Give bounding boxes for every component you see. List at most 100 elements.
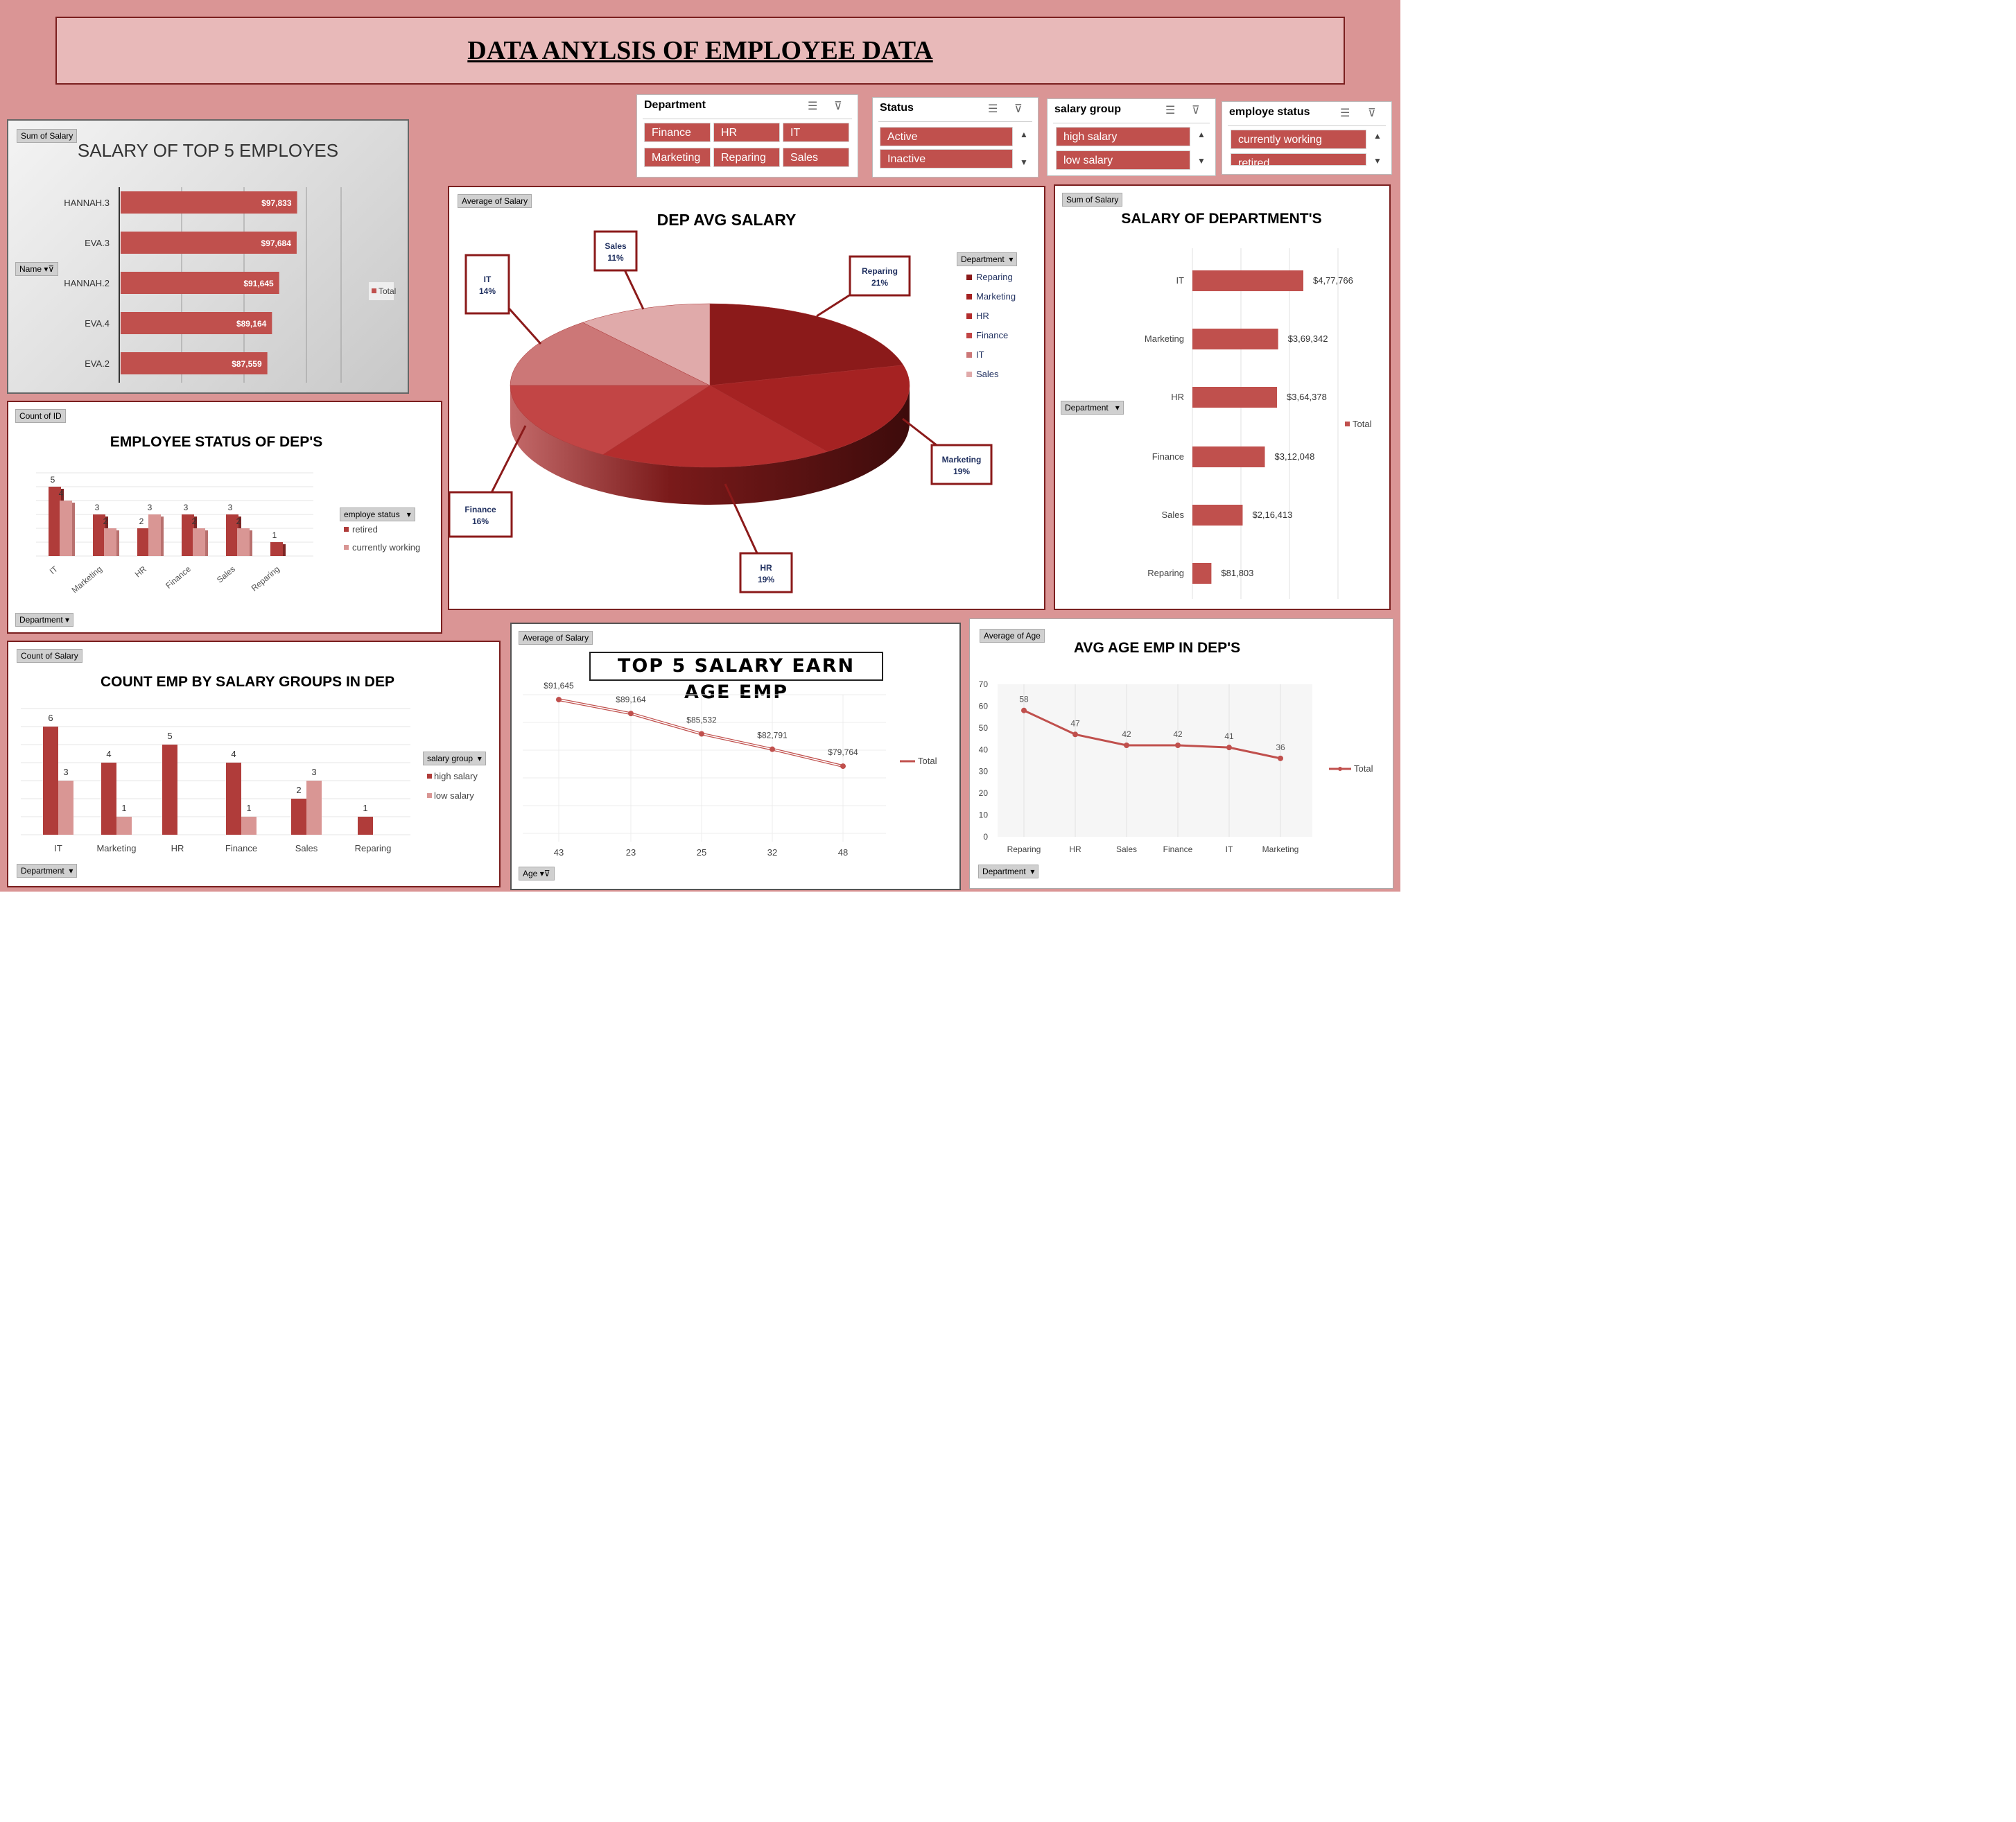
pie-slice-label: Reparing [862, 266, 898, 276]
dashboard-title: DATA ANYLSIS OF EMPLOYEE DATA [467, 36, 933, 65]
field-button-department[interactable]: Department ▾ [15, 613, 74, 627]
bar [1192, 563, 1212, 584]
bar-data-label: 3 [148, 503, 153, 512]
x-tick-label: Sales [1116, 844, 1137, 854]
bar [121, 191, 297, 214]
slicer-item-hr[interactable]: HR [713, 123, 780, 142]
slicer-item-it[interactable]: IT [783, 123, 849, 142]
bar-data-label: 1 [121, 803, 126, 813]
scroll-up-icon[interactable]: ▲ [1197, 130, 1206, 139]
field-button-employe-status[interactable]: employe status ▾ [340, 507, 415, 521]
data-point [1175, 743, 1181, 748]
divider [1228, 125, 1386, 126]
slicer-employe-status[interactable]: employe status ☰ ⊽ currently working ret… [1222, 101, 1392, 175]
x-tick-label: Reparing [1007, 844, 1041, 854]
legend-label: currently working [352, 542, 420, 553]
bar-data-label: 2 [296, 785, 301, 795]
slicer-item-sales[interactable]: Sales [783, 148, 849, 167]
y-tick-label: 60 [979, 701, 989, 711]
multi-select-icon[interactable]: ☰ [988, 103, 998, 115]
field-button-department[interactable]: Department ▾ [978, 865, 1039, 878]
legend-swatch [966, 313, 972, 319]
pie-slice-value: 19% [758, 575, 774, 584]
clear-filter-icon[interactable]: ⊽ [1368, 107, 1376, 119]
field-button-department[interactable]: Department ▾ [1061, 401, 1124, 415]
legend-label: low salary [434, 790, 474, 801]
x-tick-label: Sales [295, 843, 318, 853]
slicer-item-inactive[interactable]: Inactive [880, 149, 1013, 168]
field-button-average-of-salary[interactable]: Average of Salary [458, 194, 532, 208]
pie-slice-value: 16% [472, 517, 489, 526]
scroll-down-icon[interactable]: ▼ [1373, 156, 1382, 166]
scroll-up-icon[interactable]: ▲ [1373, 131, 1382, 141]
field-button-department[interactable]: Department ▾ [17, 864, 78, 878]
bar-side [161, 517, 164, 556]
slicer-item-low-salary[interactable]: low salary [1056, 150, 1190, 170]
field-button-average-of-age[interactable]: Average of Age [980, 629, 1045, 643]
slicer-item-currently-working[interactable]: currently working [1231, 130, 1366, 149]
slicer-item-marketing[interactable]: Marketing [644, 148, 711, 167]
callout-box [593, 230, 638, 272]
multi-select-icon[interactable]: ☰ [1165, 105, 1176, 116]
x-tick-label: 48 [838, 847, 848, 858]
field-button-salary-group[interactable]: salary group ▾ [423, 752, 486, 765]
bar-data-label: $3,64,378 [1287, 392, 1327, 402]
slicer-item-reparing[interactable]: Reparing [713, 148, 780, 167]
bar-currently-working [60, 501, 72, 556]
top5-bar-chart: HANNAH.3 $97,833 EVA.3 $97,684 HANNAH.2 $91,6… [64, 187, 396, 383]
field-button-sum-of-salary[interactable]: Sum of Salary [17, 129, 78, 143]
data-label: $89,164 [616, 695, 646, 704]
legend-swatch [966, 372, 972, 377]
bar-data-label: 2 [192, 517, 197, 526]
slicer-salary-group[interactable]: salary group ☰ ⊽ high salary low salary … [1047, 98, 1216, 176]
legend-swatch [966, 294, 972, 300]
slicer-status-header: Status [880, 102, 914, 114]
bar-data-label: 1 [363, 803, 367, 813]
multi-select-icon[interactable]: ☰ [808, 101, 818, 112]
field-button-name[interactable]: Name ▾⊽ [15, 262, 59, 276]
y-tick-label: 0 [983, 832, 988, 842]
x-tick-label: Reparing [250, 564, 281, 593]
field-button-average-of-salary[interactable]: Average of Salary [519, 631, 593, 645]
y-tick-label: 30 [979, 767, 989, 776]
slicer-department[interactable]: Department ☰ ⊽ Finance HR IT Marketing R… [636, 94, 858, 177]
top5-salary-age-line-chart: $91,645 43 $89,164 23 $85,532 25 $82,791 32 $79,… [523, 681, 937, 858]
legend-label: retired [352, 524, 378, 535]
y-tick-label: 70 [979, 679, 989, 689]
scroll-down-icon[interactable]: ▼ [1197, 156, 1206, 166]
slicer-item-finance[interactable]: Finance [644, 123, 711, 142]
employee-status-bar-chart: 54IT32Marketing23HR32Finance32Sales1Repa… [36, 472, 420, 595]
scroll-up-icon[interactable]: ▲ [1020, 130, 1028, 139]
field-button-department[interactable]: Department ▾ [957, 252, 1018, 266]
field-button-name-label: Name [19, 264, 42, 274]
clear-filter-icon[interactable]: ⊽ [834, 101, 842, 112]
bar-data-label: 3 [95, 503, 100, 512]
slicer-status[interactable]: Status ☰ ⊽ Active Inactive ▲ ▼ [872, 97, 1039, 177]
slicer-item-high-salary[interactable]: high salary [1056, 127, 1190, 146]
bar-data-label: $97,684 [261, 238, 292, 248]
slicer-item-active[interactable]: Active [880, 127, 1013, 146]
legend-swatch [372, 288, 376, 293]
field-button-count-of-id[interactable]: Count of ID [15, 409, 66, 423]
x-tick-label: Marketing [96, 843, 136, 853]
clear-filter-icon[interactable]: ⊽ [1014, 103, 1023, 115]
scroll-down-icon[interactable]: ▼ [1020, 157, 1028, 167]
chart-title: EMPLOYEE STATUS OF DEP'S [110, 434, 323, 450]
bar-category-label: HANNAH.2 [64, 278, 110, 288]
bar-currently-working [193, 528, 205, 556]
clear-filter-icon[interactable]: ⊽ [1192, 105, 1200, 116]
bar-data-label: $89,164 [236, 319, 267, 329]
data-label: 41 [1224, 731, 1234, 741]
chart-top5-employees: Sum of Salary SALARY OF TOP 5 EMPLOYES N… [7, 119, 409, 394]
multi-select-icon[interactable]: ☰ [1340, 107, 1350, 119]
bar-category-label: Marketing [1145, 333, 1184, 344]
data-point [1124, 743, 1129, 748]
field-button-count-of-salary[interactable]: Count of Salary [17, 649, 82, 663]
bar-low-salary [116, 817, 132, 835]
field-button-sum-of-salary[interactable]: Sum of Salary [1062, 193, 1123, 207]
data-label: $85,532 [686, 715, 717, 725]
bar-data-label: $87,559 [232, 359, 262, 369]
slicer-item-retired[interactable]: retired [1231, 153, 1366, 166]
bar-data-label: $81,803 [1221, 568, 1253, 578]
field-button-age[interactable]: Age ▾⊽ [519, 867, 555, 880]
